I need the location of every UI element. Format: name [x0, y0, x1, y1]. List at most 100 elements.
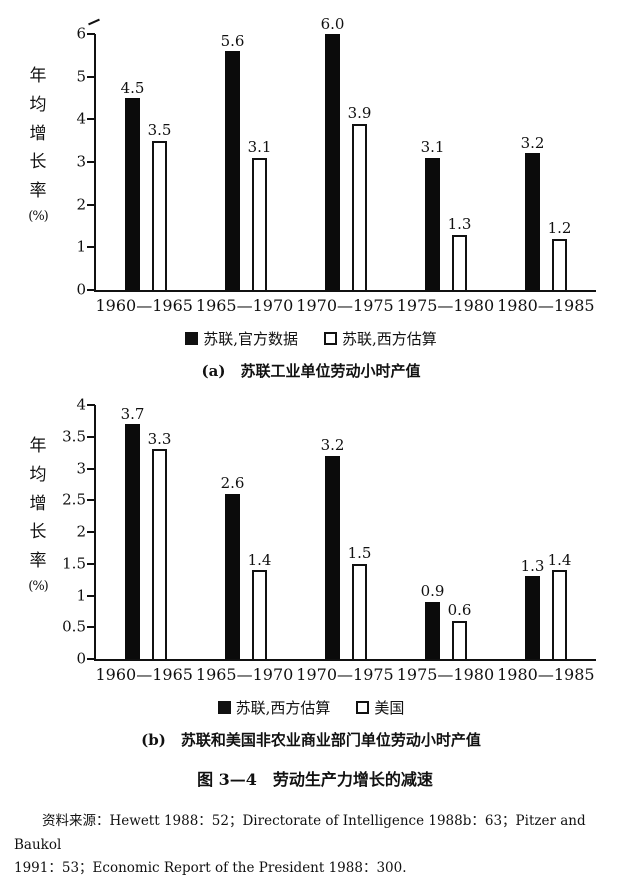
- bar-wrap: 1.3: [521, 405, 544, 659]
- bar-filled: [325, 455, 340, 659]
- bar-filled: [125, 98, 140, 290]
- bar-filled: [425, 157, 440, 290]
- bar-value-label: 4.5: [120, 78, 145, 97]
- y-axis-title: 年均增长率 (%): [16, 34, 60, 292]
- filled-square-icon: [185, 332, 199, 345]
- y-tick-mark: [87, 626, 95, 629]
- legend-label: 苏联,西方估算: [342, 330, 437, 348]
- legend: 苏联,官方数据 苏联,西方估算: [16, 328, 606, 349]
- bar-open: [152, 449, 167, 659]
- chart-b: 年均增长率 (%) 0 0.5 1 1.5 2 2.5 3 3.5 4 3.7 3.3 2.6 1.4 3.…: [10, 397, 620, 750]
- x-tick-label: 1965—1970: [195, 665, 294, 684]
- bar-wrap: 2.6: [221, 405, 244, 659]
- bar-value-label: 2.6: [220, 474, 245, 493]
- bar-wrap: 0.6: [448, 405, 471, 659]
- x-tick-label: 1975—1980: [396, 296, 495, 315]
- bar-group: 0.9 0.6: [396, 405, 496, 659]
- x-axis-labels: 1960—1965 1965—1970 1970—1975 1975—1980 1980…: [94, 665, 596, 684]
- bar-wrap: 3.2: [321, 405, 344, 659]
- bar-filled: [225, 51, 240, 290]
- legend-label: 苏联,西方估算: [235, 699, 331, 717]
- open-square-icon: [356, 701, 370, 714]
- y-tick-mark: [87, 594, 95, 597]
- y-tick-mark: [87, 435, 95, 438]
- legend-item: 苏联,官方数据: [185, 328, 298, 349]
- x-tick-label: 1970—1975: [296, 665, 394, 684]
- y-tick-label: 0.5: [62, 617, 86, 636]
- bar-value-label: 1.5: [347, 544, 372, 563]
- bar-value-label: 3.1: [247, 138, 272, 157]
- y-tick-label: 3.5: [62, 427, 86, 446]
- y-axis-title-char: 均: [29, 464, 47, 485]
- y-axis-title-char: 率: [29, 181, 47, 202]
- y-tick-label: 2.5: [62, 490, 86, 509]
- bar-value-label: 3.2: [520, 133, 545, 152]
- source-line-2: 1991：53；Economic Report of the President…: [14, 860, 407, 877]
- bar-group: 5.6 3.1: [196, 31, 296, 290]
- bar-value-label: 1.4: [247, 550, 272, 569]
- bar-value-label: 3.2: [320, 436, 345, 455]
- bar-wrap: 3.9: [348, 34, 371, 290]
- x-axis-labels: 1960—1965 1965—1970 1970—1975 1975—1980 1980…: [94, 296, 596, 315]
- bar-value-label: 1.3: [520, 556, 545, 575]
- y-axis-title-char: (%): [28, 579, 48, 595]
- chart-a: 年均增长率 (%) 0 1 2 3 4 5 6 4.5 3.5 5.6 3.1 6.0 3.9 3.1 1.3…: [10, 15, 620, 381]
- y-tick-label: 3: [76, 459, 86, 477]
- bar-filled: [325, 34, 340, 290]
- bar-open: [452, 234, 467, 290]
- x-tick-label: 1960—1965: [95, 296, 193, 315]
- legend-item: 美国: [356, 697, 404, 718]
- x-tick-label: 1970—1975: [296, 296, 394, 315]
- bar-open: [152, 140, 167, 290]
- bar-group: 3.2 1.2: [496, 34, 596, 290]
- y-axis-title-char: 年: [29, 435, 47, 456]
- y-axis-title: 年均增长率 (%): [16, 405, 60, 661]
- bar-value-label: 6.0: [320, 14, 345, 33]
- source-note: 资料来源：Hewett 1988：52；Directorate of Intel…: [10, 810, 620, 881]
- y-axis-title-char: 长: [29, 522, 47, 543]
- bar-wrap: 1.2: [548, 34, 571, 290]
- bar-group: 3.7 3.3: [96, 405, 196, 659]
- bar-value-label: 5.6: [220, 31, 245, 50]
- legend: 苏联,西方估算 美国: [16, 697, 606, 718]
- chart-caption: (b) 苏联和美国非农业商业部门单位劳动小时产值: [141, 731, 481, 749]
- bar-group: 4.5 3.5: [96, 34, 196, 290]
- bar-filled: [525, 576, 540, 659]
- bar-filled: [225, 493, 240, 659]
- bar-wrap: 3.5: [148, 34, 171, 290]
- bar-wrap: 4.5: [121, 34, 144, 290]
- y-tick-mark: [87, 658, 95, 660]
- bar-wrap: 1.4: [248, 405, 271, 659]
- chart-caption: (a) 苏联工业单位劳动小时产值: [201, 362, 421, 380]
- y-tick-mark: [87, 499, 95, 502]
- x-tick-label: 1965—1970: [195, 296, 294, 315]
- x-tick-label: 1975—1980: [396, 665, 495, 684]
- bar-value-label: 3.3: [147, 429, 172, 448]
- bar-open: [452, 620, 467, 659]
- y-tick-label: 1: [76, 586, 86, 604]
- y-tick-label: 0: [76, 280, 86, 299]
- bar-wrap: 0.9: [421, 405, 444, 659]
- legend-item: 苏联,西方估算: [217, 697, 331, 718]
- figure-title: 图 3—4 劳动生产力增长的减速: [197, 770, 433, 789]
- bar-value-label: 1.2: [547, 219, 572, 238]
- y-tick-mark: [87, 246, 95, 249]
- bar-group: 3.2 1.5: [296, 405, 396, 659]
- y-tick-mark: [87, 118, 95, 121]
- plot-area: 0 0.5 1 1.5 2 2.5 3 3.5 4 3.7 3.3 2.6 1.4 3.2 1.5 0.9 0.…: [62, 397, 596, 666]
- y-tick-mark: [87, 467, 95, 470]
- chart-b-body: 年均增长率 (%) 0 0.5 1 1.5 2 2.5 3 3.5 4 3.7 3.3 2.6 1.4 3.…: [16, 397, 606, 666]
- y-tick-label: 5: [76, 67, 86, 86]
- y-tick-mark: [87, 203, 95, 206]
- bar-group: 1.3 1.4: [496, 405, 596, 659]
- y-tick-mark: [87, 562, 95, 565]
- x-tick-label: 1960—1965: [95, 665, 193, 684]
- y-tick-label: 2: [76, 522, 86, 541]
- y-axis-title-char: 年: [29, 65, 47, 86]
- bar-wrap: 3.7: [121, 405, 144, 659]
- y-tick-mark: [87, 161, 95, 163]
- plot-area: 0 1 2 3 4 5 6 4.5 3.5 5.6 3.1 6.0 3.9 3.1 1.3 3.2 1.2: [76, 15, 596, 297]
- bar-wrap: 1.4: [548, 405, 571, 659]
- y-tick-label: 1: [76, 237, 86, 256]
- y-tick-label: 0: [76, 649, 86, 668]
